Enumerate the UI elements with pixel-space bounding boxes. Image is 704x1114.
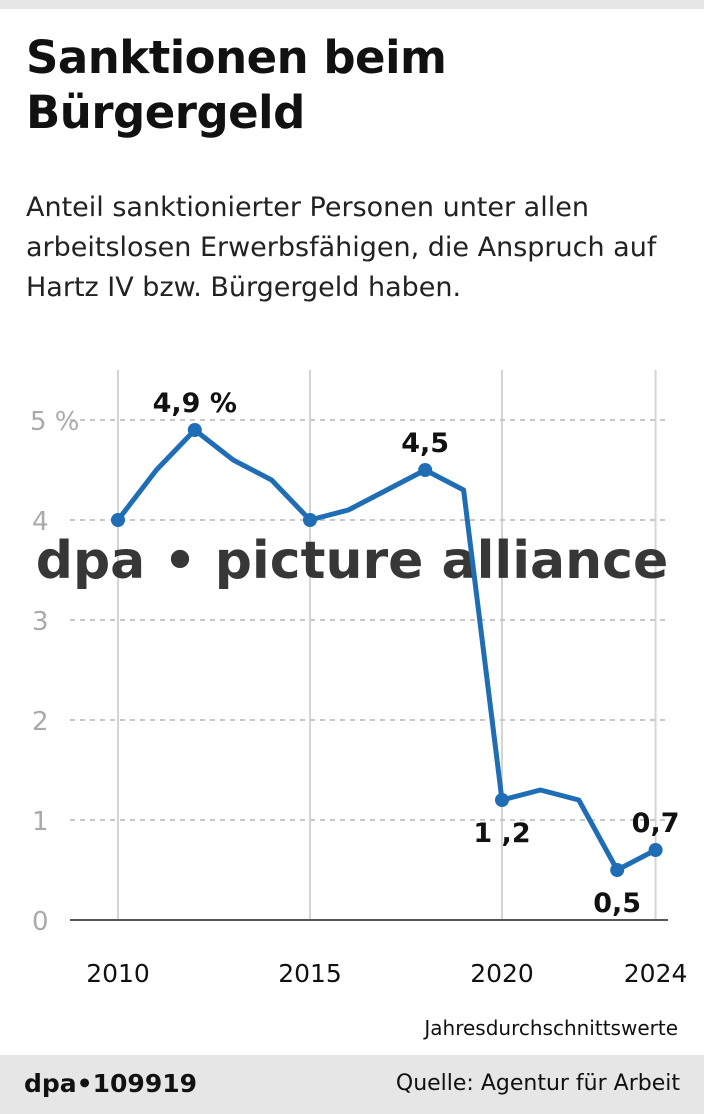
y-tick-label: 5 % <box>30 407 80 437</box>
data-label: 0,5 <box>593 888 641 919</box>
data-point <box>648 843 663 857</box>
y-tick-label: 4 <box>32 507 49 537</box>
source: Quelle: Agentur für Arbeit <box>395 1071 680 1096</box>
series-line <box>116 427 657 873</box>
x-tick-label: 2010 <box>86 959 150 988</box>
chart-subtitle: Anteil sanktionierter Personen unter all… <box>26 192 657 303</box>
data-label: 1 ,2 <box>473 818 530 849</box>
data-point <box>187 423 202 437</box>
data-label: 4,9 % <box>153 388 237 419</box>
data-point <box>111 513 125 527</box>
y-tick-label: 3 <box>32 607 49 637</box>
data-label: 0,7 <box>632 808 680 839</box>
note: Jahresdurchschnittswerte <box>424 1016 678 1040</box>
x-tick-label: 2015 <box>278 959 342 988</box>
data-label: 4,5 <box>401 428 449 459</box>
line-chart: 0 1 2 3 4 5 % 2010 2015 2020 2024 dpa • picture al… <box>30 370 688 988</box>
data-point <box>303 513 317 527</box>
graphic-id: dpa•109919 <box>24 1069 198 1098</box>
y-tick-label: 0 <box>32 907 49 937</box>
y-tick-label: 1 <box>32 807 49 837</box>
data-point <box>418 463 433 477</box>
x-tick-label: 2024 <box>624 959 688 988</box>
y-tick-label: 2 <box>32 707 49 737</box>
chart-title: Sanktionen beim Bürgergeld <box>26 31 447 139</box>
watermark: dpa • picture alliance <box>36 531 669 591</box>
top-bar <box>0 0 704 9</box>
footer: dpa•109919 Quelle: Agentur für Arbeit <box>0 1055 704 1114</box>
x-tick-label: 2020 <box>470 959 534 988</box>
data-point <box>495 793 509 807</box>
data-point <box>610 863 625 877</box>
